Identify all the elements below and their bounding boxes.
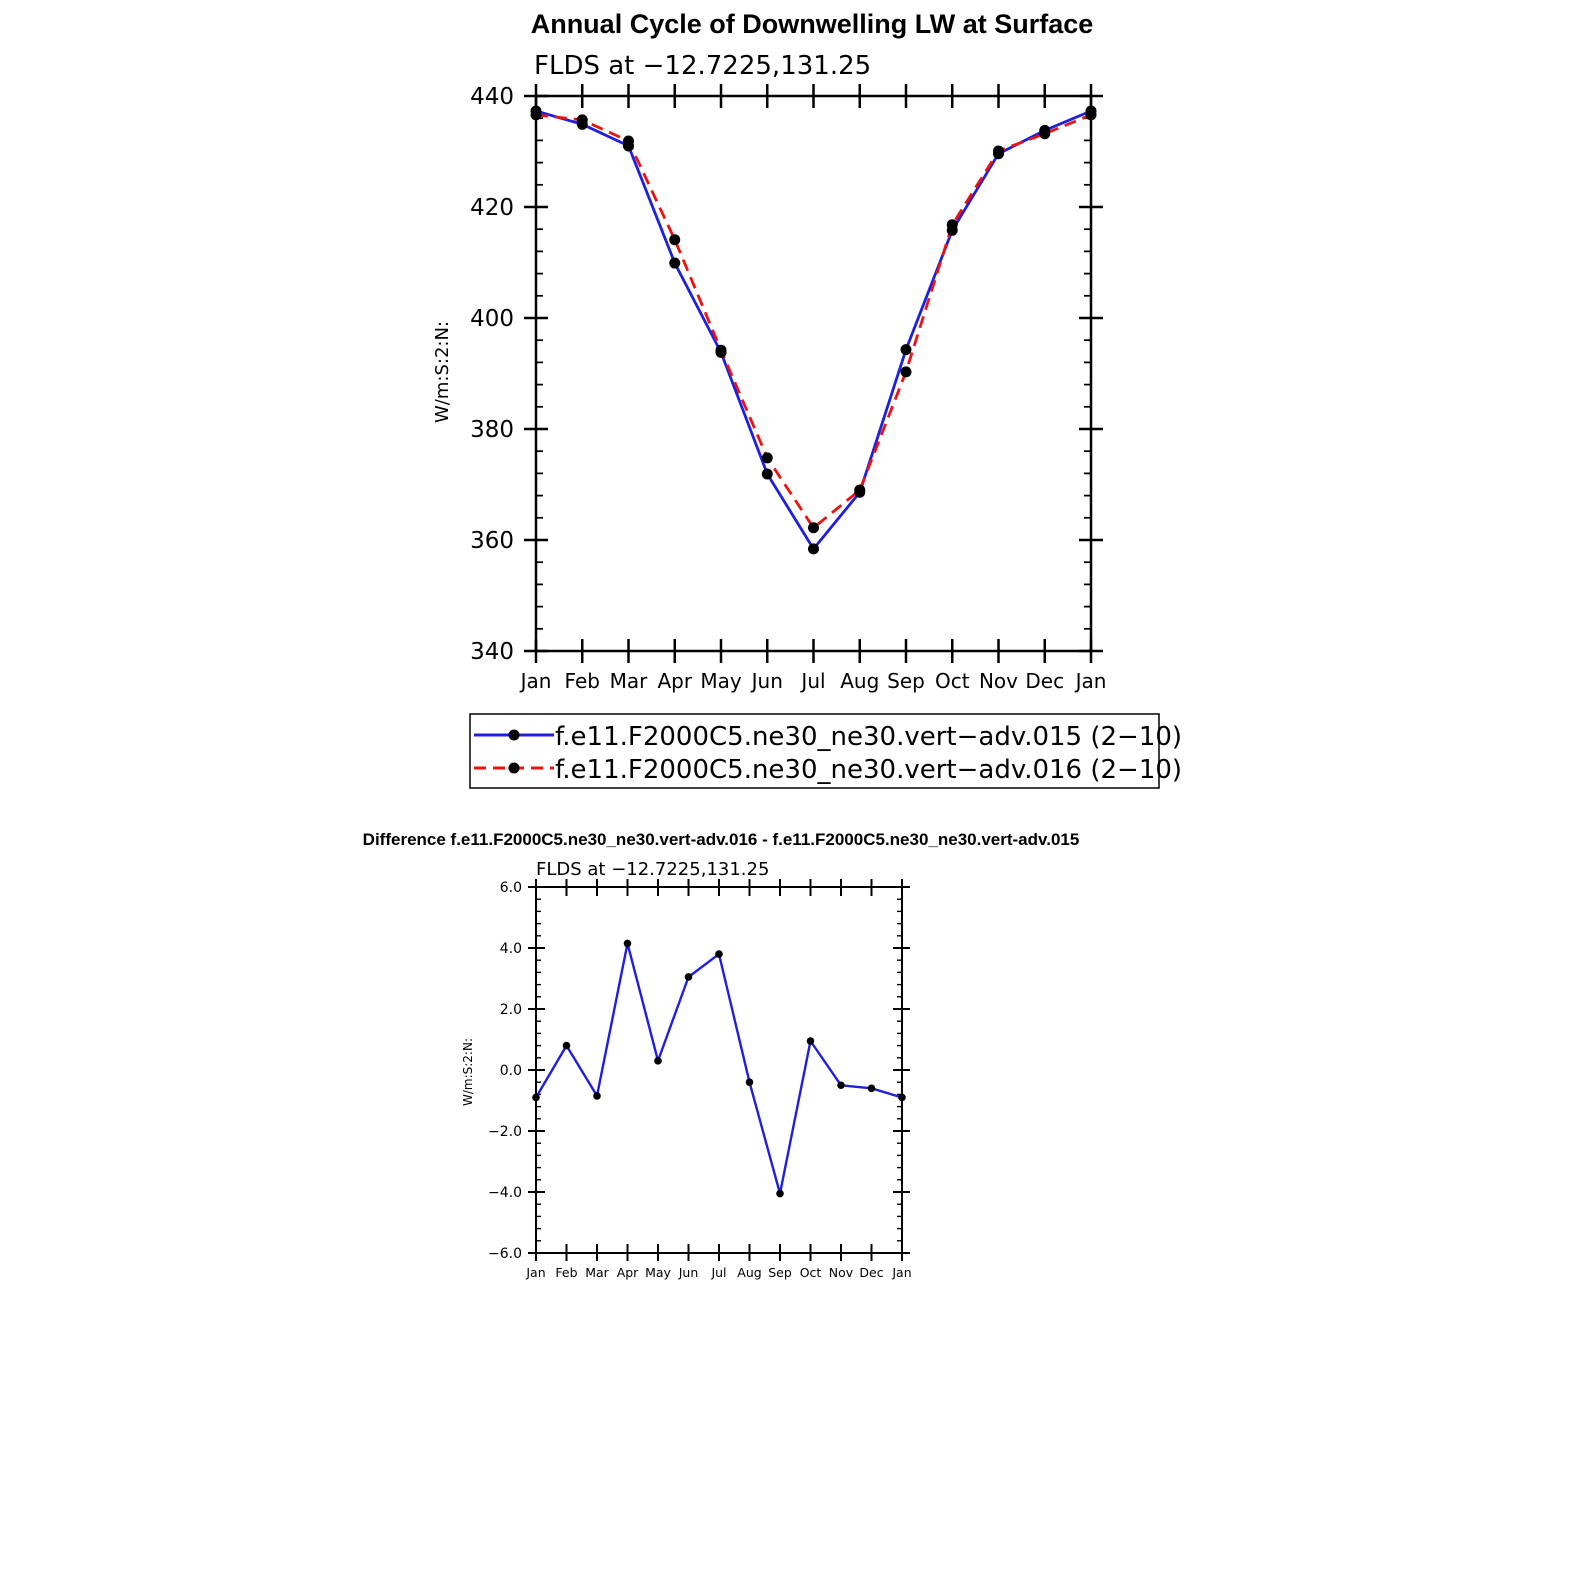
y-tick-label: 420 xyxy=(470,195,514,221)
x-tick-label: Nov xyxy=(979,669,1018,693)
x-tick-label: Jul xyxy=(710,1265,726,1280)
series-2-point xyxy=(1039,128,1051,140)
legend-entry-series-1: f.e11.F2000C5.ne30_ne30.vert−adv.015 (2−… xyxy=(474,722,1182,752)
y-tick-label: 2.0 xyxy=(500,1002,522,1018)
top-chart-y-tick-labels: 340 360 380 400 420 440 xyxy=(470,84,514,665)
top-chart: Annual Cycle of Downwelling LW at Surfac… xyxy=(432,9,1182,789)
x-tick-label: Sep xyxy=(887,669,925,693)
bottom-chart-title: Difference f.e11.F2000C5.ne30_ne30.vert-… xyxy=(363,830,1080,849)
x-tick-label: Dec xyxy=(1025,669,1064,693)
legend-label-series-2: f.e11.F2000C5.ne30_ne30.vert−adv.016 (2−… xyxy=(555,755,1182,785)
x-tick-label: Aug xyxy=(737,1265,761,1280)
legend-marker-series-2 xyxy=(508,762,520,774)
bottom-chart-ticks xyxy=(528,879,910,1261)
y-tick-label: −4.0 xyxy=(488,1185,522,1201)
series-2-point xyxy=(808,522,819,534)
bottom-chart-y-tick-labels: −6.0 −4.0 −2.0 0.0 2.0 4.0 6.0 xyxy=(488,880,522,1262)
y-tick-label: 440 xyxy=(470,84,514,110)
legend-box xyxy=(469,713,1160,789)
series-2-point xyxy=(623,135,634,147)
x-tick-label: Mar xyxy=(610,669,649,693)
series-2-point xyxy=(993,145,1004,157)
bottom-chart-subtitle: FLDS at −12.7225,131.25 xyxy=(536,859,769,880)
legend-marker-series-1 xyxy=(508,729,520,741)
top-chart-y-axis-label: W/m:S:2:N: xyxy=(432,321,453,423)
series-1-point xyxy=(867,1084,876,1093)
series-1-point xyxy=(776,1189,784,1198)
series-2-point xyxy=(761,452,773,464)
x-tick-label: Jan xyxy=(525,1265,545,1280)
x-tick-label: Jul xyxy=(799,669,825,693)
x-tick-label: Oct xyxy=(800,1265,822,1280)
series-1-point xyxy=(761,468,773,480)
x-tick-label: Apr xyxy=(617,1265,639,1280)
series-1-point xyxy=(837,1081,845,1090)
legend-entry-series-2: f.e11.F2000C5.ne30_ne30.vert−adv.016 (2−… xyxy=(474,755,1182,785)
x-tick-label: Jan xyxy=(519,669,552,693)
x-tick-label: Feb xyxy=(555,1265,577,1280)
y-tick-label: 4.0 xyxy=(500,941,522,957)
legend-label-series-1: f.e11.F2000C5.ne30_ne30.vert−adv.015 (2−… xyxy=(555,722,1182,752)
series-2-point xyxy=(946,219,958,231)
y-tick-label: 340 xyxy=(470,639,514,665)
series-line-1 xyxy=(535,109,1092,551)
x-tick-label: Jan xyxy=(891,1265,911,1280)
x-tick-label: Dec xyxy=(859,1265,883,1280)
series-1-point xyxy=(808,543,819,555)
series-1-point xyxy=(669,257,681,269)
top-chart-legend: f.e11.F2000C5.ne30_ne30.vert−adv.015 (2−… xyxy=(469,713,1182,789)
y-tick-label: 0.0 xyxy=(500,1063,522,1079)
series-2-point xyxy=(576,114,588,126)
bottom-chart-y-axis-label: W/m:S:2:N: xyxy=(461,1038,475,1106)
x-tick-label: Oct xyxy=(935,669,970,693)
series-2-point xyxy=(669,234,681,246)
bottom-chart-x-tick-labels: Jan Feb Mar Apr May Jun Jul Aug Sep Oct Nov Dec Jan xyxy=(525,1265,911,1280)
x-tick-label: Mar xyxy=(585,1265,609,1280)
x-tick-label: Jun xyxy=(678,1265,699,1280)
top-chart-subtitle: FLDS at −12.7225,131.25 xyxy=(534,51,871,81)
series-1-point xyxy=(684,973,693,981)
series-1-point xyxy=(745,1078,754,1086)
top-chart-ticks xyxy=(524,84,1103,663)
series-1-point xyxy=(593,1092,601,1100)
series-line-1 xyxy=(534,942,903,1195)
y-tick-label: 6.0 xyxy=(500,880,522,896)
x-tick-label: May xyxy=(645,1265,671,1280)
x-tick-label: Nov xyxy=(829,1265,854,1280)
y-tick-label: 400 xyxy=(470,306,514,332)
series-1-point xyxy=(806,1037,815,1045)
bottom-chart: Difference f.e11.F2000C5.ne30_ne30.vert-… xyxy=(363,830,1080,1280)
top-chart-series xyxy=(530,105,1097,555)
bottom-chart-plot-frame xyxy=(535,886,903,1254)
x-tick-label: Feb xyxy=(565,669,600,693)
y-tick-label: 360 xyxy=(470,528,514,554)
y-tick-label: 380 xyxy=(470,417,514,443)
series-1-point xyxy=(562,1041,571,1050)
series-2-point xyxy=(854,484,866,496)
series-1-point xyxy=(715,950,723,958)
series-1-point xyxy=(623,939,632,948)
top-chart-x-tick-labels: Jan Feb Mar Apr May Jun Jul Aug Sep Oct Nov Dec Jan xyxy=(519,669,1107,693)
x-tick-label: Sep xyxy=(768,1265,792,1280)
x-tick-label: Apr xyxy=(657,669,692,693)
x-tick-label: May xyxy=(700,669,742,693)
series-1-point xyxy=(654,1057,662,1065)
x-tick-label: Jan xyxy=(1074,669,1107,693)
top-chart-plot-frame xyxy=(534,94,1093,653)
series-1-point xyxy=(900,344,912,356)
y-tick-label: −6.0 xyxy=(488,1246,522,1262)
x-tick-label: Aug xyxy=(840,669,879,693)
top-chart-title: Annual Cycle of Downwelling LW at Surfac… xyxy=(531,9,1094,39)
series-2-point xyxy=(715,344,727,356)
bottom-chart-series xyxy=(532,939,906,1198)
x-tick-label: Jun xyxy=(750,669,783,693)
series-2-point xyxy=(900,366,912,378)
series-line-2 xyxy=(535,113,1092,530)
y-tick-label: −2.0 xyxy=(488,1124,522,1140)
